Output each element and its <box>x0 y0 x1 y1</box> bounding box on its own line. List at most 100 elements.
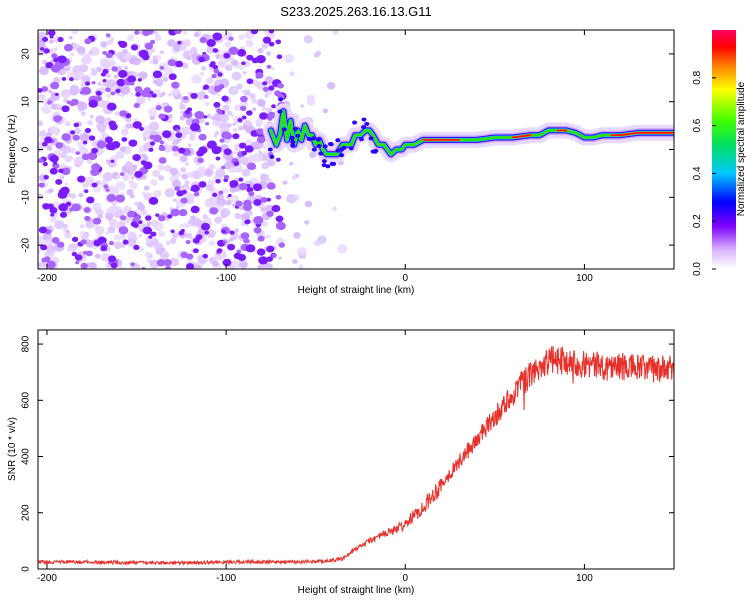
noise-peak <box>85 250 93 257</box>
noise-peak <box>203 94 209 99</box>
noise-peak <box>148 147 154 152</box>
noise-blob <box>149 59 154 64</box>
noise-blob <box>224 64 233 72</box>
noise-blob <box>113 74 118 79</box>
noise-blob <box>114 111 120 117</box>
noise-peak <box>38 88 43 93</box>
noise-blob <box>215 168 226 178</box>
noise-blob <box>250 182 255 187</box>
noise-blob <box>208 163 216 171</box>
noise-peak <box>243 238 250 244</box>
noise-peak <box>236 48 247 57</box>
noise-peak <box>91 147 99 154</box>
noise-peak <box>158 113 166 120</box>
noise-blob <box>40 106 47 112</box>
noise-peak <box>148 196 159 205</box>
noise-peak <box>91 182 98 188</box>
noise-peak <box>58 116 63 120</box>
noise-blob <box>134 201 139 206</box>
noise-blob <box>70 193 75 198</box>
noise-blob <box>337 244 348 254</box>
noise-peak <box>223 174 230 180</box>
noise-peak <box>53 57 59 63</box>
noise-peak <box>262 81 268 86</box>
noise-peak <box>255 55 266 64</box>
noise-blob <box>115 151 125 160</box>
noise-blob <box>229 166 236 174</box>
noise-peak <box>38 157 44 163</box>
noise-blob <box>54 220 65 230</box>
noise-blob <box>87 120 94 126</box>
colorbar-tick-label: 0.6 <box>692 118 703 132</box>
noise-peak <box>127 75 137 83</box>
noise-blob <box>46 145 53 151</box>
noise-peak <box>158 145 166 152</box>
noise-peak <box>134 171 143 178</box>
noise-blob <box>171 88 181 96</box>
noise-blob <box>96 123 107 133</box>
noise-blob <box>110 187 120 197</box>
noise-blob <box>222 187 229 194</box>
noise-peak <box>44 136 53 144</box>
noise-peak <box>71 251 78 257</box>
noise-peak <box>100 245 108 252</box>
noise-blob <box>232 203 236 207</box>
noise-peak <box>156 258 166 267</box>
ridge-blob <box>269 154 275 159</box>
ridge-blob <box>335 138 341 143</box>
noise-blob <box>126 238 137 248</box>
noise-peak <box>103 184 109 189</box>
noise-peak <box>75 260 80 265</box>
noise-peak <box>87 151 98 161</box>
noise-blob <box>292 259 298 265</box>
noise-peak <box>53 161 58 165</box>
noise-peak <box>55 178 63 185</box>
ridge-blob <box>339 147 345 152</box>
noise-blob <box>300 104 305 108</box>
noise-peak <box>271 253 277 258</box>
x-tick-label: -200 <box>37 573 57 584</box>
noise-blob <box>184 224 189 228</box>
noise-blob <box>120 128 129 136</box>
noise-peak <box>137 78 142 82</box>
noise-blob <box>247 154 257 163</box>
noise-peak <box>72 134 80 141</box>
noise-blob <box>136 94 146 103</box>
noise-peak <box>88 135 96 141</box>
noise-blob <box>106 93 112 99</box>
noise-blob <box>234 212 242 220</box>
noise-blob <box>293 231 301 239</box>
noise-blob <box>299 251 306 257</box>
noise-peak <box>171 81 180 89</box>
noise-peak <box>128 139 138 147</box>
noise-blob <box>107 39 114 46</box>
spectrogram-x-ticks: -200 -100 0 100 <box>37 30 593 284</box>
ridge-blob <box>352 120 358 125</box>
noise-peak <box>268 41 275 47</box>
ridge-blob <box>331 161 337 166</box>
noise-peak <box>105 188 110 192</box>
noise-blob <box>60 88 71 99</box>
noise-blob <box>180 167 187 173</box>
noise-peak <box>146 30 154 35</box>
noise-peak <box>74 254 83 261</box>
noise-blob <box>71 30 79 35</box>
noise-peak <box>90 168 100 176</box>
noise-peak <box>61 133 71 142</box>
noise-blob <box>104 212 114 220</box>
noise-peak <box>233 252 242 260</box>
noise-blob <box>66 246 73 252</box>
noise-peak <box>49 154 59 163</box>
noise-blob <box>141 191 147 196</box>
noise-blob <box>261 106 267 111</box>
noise-peak <box>229 230 235 235</box>
noise-blob <box>191 74 202 84</box>
noise-peak <box>177 40 182 45</box>
snr-panel: -200 -100 0 100 0 200 400 600 800 Height of str… <box>7 329 675 596</box>
noise-peak <box>227 243 236 251</box>
noise-blob <box>120 85 131 95</box>
noise-blob <box>124 66 128 70</box>
noise-peak <box>198 56 206 63</box>
noise-blob <box>199 172 205 178</box>
noise-blob <box>181 173 189 180</box>
